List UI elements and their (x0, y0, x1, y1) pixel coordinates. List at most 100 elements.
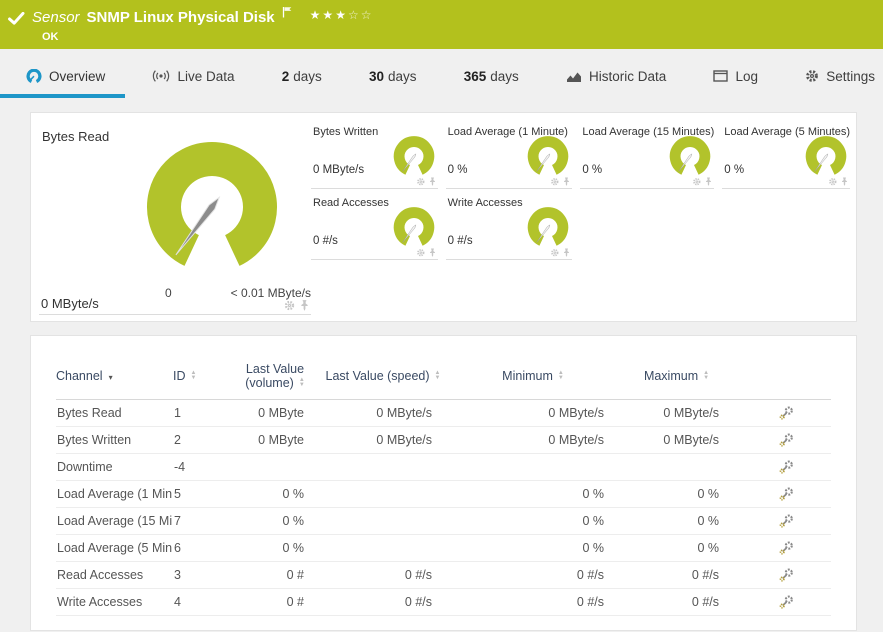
column-label: Minimum (502, 369, 553, 383)
channel-settings-icon[interactable] (734, 406, 831, 420)
gauge-dial (667, 133, 713, 183)
tab-log[interactable]: Log (713, 52, 758, 101)
table-row[interactable]: Read Accesses 3 0 # 0 #/s 0 #/s 0 #/s (56, 562, 831, 589)
cell-volume: 0 MByte (258, 433, 304, 447)
star-empty-icon[interactable]: ☆ (360, 8, 374, 22)
cell-id: 3 (174, 568, 181, 582)
gauge-title: Read Accesses (313, 197, 389, 209)
cell-speed: 0 MByte/s (376, 406, 432, 420)
cell-max: 0 % (697, 487, 719, 501)
channel-settings-icon[interactable] (734, 487, 831, 501)
cell-volume: 0 % (282, 487, 304, 501)
table-row[interactable]: Load Average (5 Min... 6 0 % 0 % 0 % (56, 535, 831, 562)
tab-365-days[interactable]: 365 days (464, 52, 519, 101)
tab-historic-data[interactable]: Historic Data (566, 52, 666, 101)
channel-settings-icon[interactable] (734, 568, 831, 582)
channel-settings-icon[interactable] (734, 460, 831, 474)
column-header-channel[interactable]: Channel ▾ (56, 369, 173, 383)
gauge-title: Bytes Read (42, 129, 110, 144)
gauge-scale-max: < 0.01 MByte/s (230, 286, 311, 300)
table-row[interactable]: Bytes Read 1 0 MByte 0 MByte/s 0 MByte/s 0 MB… (56, 400, 831, 427)
sensor-title: SNMP Linux Physical Disk (86, 8, 275, 26)
channel-settings-icon[interactable] (734, 433, 831, 447)
pin-icon[interactable] (429, 248, 436, 257)
star-empty-icon[interactable]: ☆ (347, 8, 361, 22)
sensor-tab-bar: Overview Live Data 2 days 30 days 365 days Histo… (0, 49, 883, 103)
cell-speed: 0 #/s (404, 595, 432, 609)
gear-icon[interactable] (829, 177, 838, 186)
gauge-tile: Load Average (5 Minutes) 0 % (722, 123, 850, 189)
gear-icon[interactable] (551, 248, 560, 257)
cell-channel: Bytes Read (57, 406, 122, 420)
pin-icon[interactable] (429, 177, 436, 186)
column-header-last-value-volume[interactable]: Last Value (volume) ▲ ▼ (231, 362, 319, 390)
channel-table-panel: Channel ▾ ID ▲ ▼ Last Value (volume) ▲ ▼ La… (30, 335, 857, 631)
cell-id: 5 (174, 487, 181, 501)
channel-settings-icon[interactable] (734, 595, 831, 609)
table-row[interactable]: Downtime -4 (56, 454, 831, 481)
cell-volume: 0 # (286, 595, 304, 609)
cell-volume: 0 % (282, 541, 304, 555)
gear-icon[interactable] (284, 300, 295, 311)
small-gauge-grid: Bytes Written 0 MByte/s Load Average (1 Mi… (311, 123, 850, 260)
tab-30-days[interactable]: 30 days (369, 52, 417, 101)
table-row[interactable]: Write Accesses 4 0 # 0 #/s 0 #/s 0 #/s (56, 589, 831, 616)
gear-icon[interactable] (416, 177, 425, 186)
gear-icon[interactable] (416, 248, 425, 257)
sort-desc-icon: ▾ (108, 372, 113, 382)
flag-icon[interactable] (282, 6, 293, 18)
table-row[interactable]: Load Average (1 Min... 5 0 % 0 % 0 % (56, 481, 831, 508)
gauge-tile: Load Average (1 Minute) 0 % (445, 123, 573, 189)
gauge-dial (391, 133, 437, 183)
gauge-dial (803, 133, 849, 183)
table-row[interactable]: Load Average (15 Mi... 7 0 % 0 % 0 % (56, 508, 831, 535)
object-kind-label: Sensor (32, 8, 80, 26)
cell-min: 0 MByte/s (548, 406, 604, 420)
sort-icon: ▲ ▼ (557, 370, 564, 381)
gear-icon[interactable] (551, 177, 560, 186)
gauge-footer: 0 MByte/s (39, 287, 311, 315)
cell-channel: Read Accesses (57, 568, 144, 582)
tab-label: Live Data (177, 68, 235, 84)
pin-icon[interactable] (705, 177, 712, 186)
gauge-dial (525, 204, 571, 254)
status-badge: OK (42, 31, 59, 43)
pin-icon[interactable] (563, 248, 570, 257)
column-header-minimum[interactable]: Minimum ▲ ▼ (447, 369, 619, 383)
table-header-row: Channel ▾ ID ▲ ▼ Last Value (volume) ▲ ▼ La… (56, 336, 831, 400)
tab-label: Settings (826, 68, 875, 84)
star-filled-icon[interactable]: ★ (322, 8, 336, 22)
tab-live-data[interactable]: Live Data (152, 52, 235, 101)
column-header-id[interactable]: ID ▲ ▼ (173, 369, 231, 383)
channel-settings-icon[interactable] (734, 541, 831, 555)
gauge-tile: Read Accesses 0 #/s (311, 194, 438, 260)
column-label: Channel (56, 369, 103, 383)
column-sublabel: (volume) (245, 376, 294, 390)
table-row[interactable]: Bytes Written 2 0 MByte 0 MByte/s 0 MByte/s 0… (56, 427, 831, 454)
cell-max: 0 #/s (691, 568, 719, 582)
column-header-last-value-speed[interactable]: Last Value (speed) ▲ ▼ (319, 369, 447, 383)
tab-settings[interactable]: Settings (805, 52, 875, 101)
gear-icon[interactable] (693, 177, 702, 186)
priority-rating-stars[interactable]: ★★★☆☆ (310, 8, 374, 22)
tab-overview[interactable]: Overview (0, 52, 126, 101)
column-header-maximum[interactable]: Maximum ▲ ▼ (619, 369, 734, 383)
gauge-title: Write Accesses (447, 197, 523, 209)
gear-icon (805, 69, 819, 83)
gauge-tile: Bytes Written 0 MByte/s (311, 123, 438, 189)
star-filled-icon[interactable]: ★ (335, 8, 348, 22)
cell-min: 0 % (582, 514, 604, 528)
pin-icon[interactable] (563, 177, 570, 186)
gauge-title: Load Average (15 Minutes) (582, 126, 715, 138)
gauge-value: 0 % (582, 164, 603, 176)
star-filled-icon[interactable]: ★ (309, 8, 323, 22)
cell-min: 0 % (582, 541, 604, 555)
sort-icon: ▲ ▼ (434, 370, 441, 381)
tab-2-days[interactable]: 2 days (282, 52, 322, 101)
primary-gauge-dial (137, 139, 287, 284)
pin-icon[interactable] (300, 300, 309, 311)
channel-settings-icon[interactable] (734, 514, 831, 528)
cell-max: 0 % (697, 514, 719, 528)
pin-icon[interactable] (841, 177, 848, 186)
cell-id: 2 (174, 433, 181, 447)
